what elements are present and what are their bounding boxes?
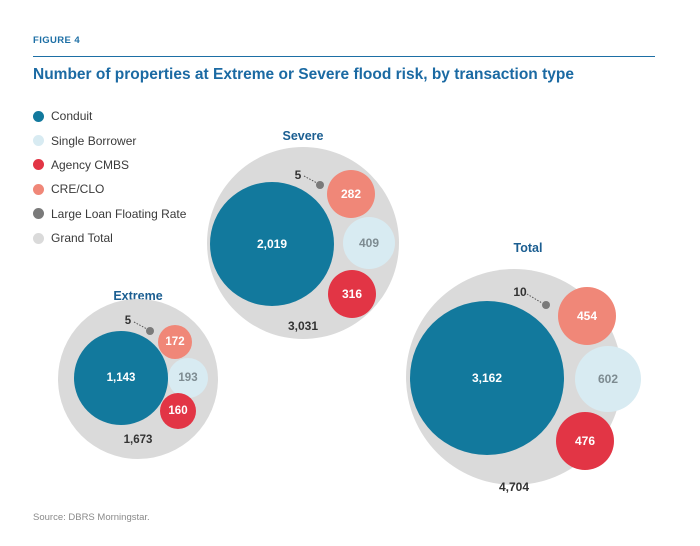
legend-item-large-loan: Large Loan Floating Rate	[33, 202, 186, 226]
label-single-borrower-severe: 409	[359, 236, 379, 250]
label-conduit-severe: 2,019	[257, 237, 287, 251]
label-grand-total-extreme: 1,673	[124, 434, 153, 446]
bubble-cre-clo-extreme	[158, 325, 192, 359]
figure-label: FIGURE 4	[33, 35, 81, 46]
legend-item-cre-clo: CRE/CLO	[33, 177, 186, 201]
bubble-conduit-severe	[210, 182, 334, 306]
legend-item-single-borrower: Single Borrower	[33, 128, 186, 152]
bubble-cre-clo-total	[558, 287, 616, 345]
chart-title: Number of properties at Extreme or Sever…	[33, 66, 574, 83]
legend-label-large-loan: Large Loan Floating Rate	[51, 206, 187, 221]
bubble-conduit-total	[410, 301, 564, 455]
label-large-loan-extreme: 5	[125, 315, 132, 327]
bubble-single-borrower-total	[575, 346, 641, 412]
label-large-loan-total: 10	[513, 285, 527, 299]
group-title-total: Total	[514, 241, 543, 255]
legend-swatch-conduit	[33, 110, 44, 122]
label-large-loan-severe: 5	[295, 168, 302, 182]
legend-swatch-single-borrower	[33, 135, 44, 147]
bubble-large-loan-extreme	[146, 327, 154, 335]
bubble-cre-clo-severe	[327, 170, 375, 218]
legend-swatch-grand-total	[33, 232, 44, 244]
label-agency-cmbs-total: 476	[575, 434, 595, 448]
label-single-borrower-extreme: 193	[178, 372, 197, 384]
legend: Conduit Single Borrower Agency CMBS CRE/…	[33, 104, 186, 250]
legend-label-cre-clo: CRE/CLO	[51, 182, 105, 197]
leader-large-loan-extreme	[133, 321, 148, 330]
label-grand-total-total: 4,704	[499, 480, 529, 494]
legend-item-grand-total: Grand Total	[33, 226, 186, 250]
legend-label-conduit: Conduit	[51, 109, 93, 124]
bubble-large-loan-severe	[316, 181, 324, 189]
group-title-severe: Severe	[282, 129, 323, 143]
label-grand-total-severe: 3,031	[288, 319, 318, 333]
leader-large-loan-severe	[303, 175, 318, 184]
label-cre-clo-extreme: 172	[165, 336, 184, 348]
legend-label-grand-total: Grand Total	[51, 231, 113, 246]
bubble-large-loan-total	[542, 301, 550, 309]
label-agency-cmbs-extreme: 160	[168, 405, 187, 417]
label-agency-cmbs-severe: 316	[342, 287, 362, 301]
bubble-agency-cmbs-total	[556, 412, 614, 470]
legend-item-agency-cmbs: Agency CMBS	[33, 153, 186, 177]
bubble-agency-cmbs-extreme	[160, 393, 196, 429]
bubble-conduit-extreme	[74, 331, 168, 425]
label-conduit-total: 3,162	[472, 371, 502, 385]
header-rule	[33, 56, 655, 58]
bubble-agency-cmbs-severe	[328, 270, 376, 318]
source-note: Source: DBRS Morningstar.	[33, 512, 150, 523]
label-single-borrower-total: 602	[598, 372, 618, 386]
legend-swatch-agency-cmbs	[33, 159, 44, 171]
bubble-single-borrower-severe	[343, 217, 395, 269]
legend-item-conduit: Conduit	[33, 104, 186, 128]
label-cre-clo-total: 454	[577, 309, 597, 323]
label-conduit-extreme: 1,143	[107, 372, 136, 384]
bubble-single-borrower-extreme	[168, 358, 208, 398]
legend-label-single-borrower: Single Borrower	[51, 133, 137, 148]
label-cre-clo-severe: 282	[341, 187, 361, 201]
legend-swatch-cre-clo	[33, 183, 44, 195]
legend-label-agency-cmbs: Agency CMBS	[51, 157, 130, 172]
group-title-extreme: Extreme	[113, 289, 162, 303]
legend-swatch-large-loan	[33, 208, 44, 220]
